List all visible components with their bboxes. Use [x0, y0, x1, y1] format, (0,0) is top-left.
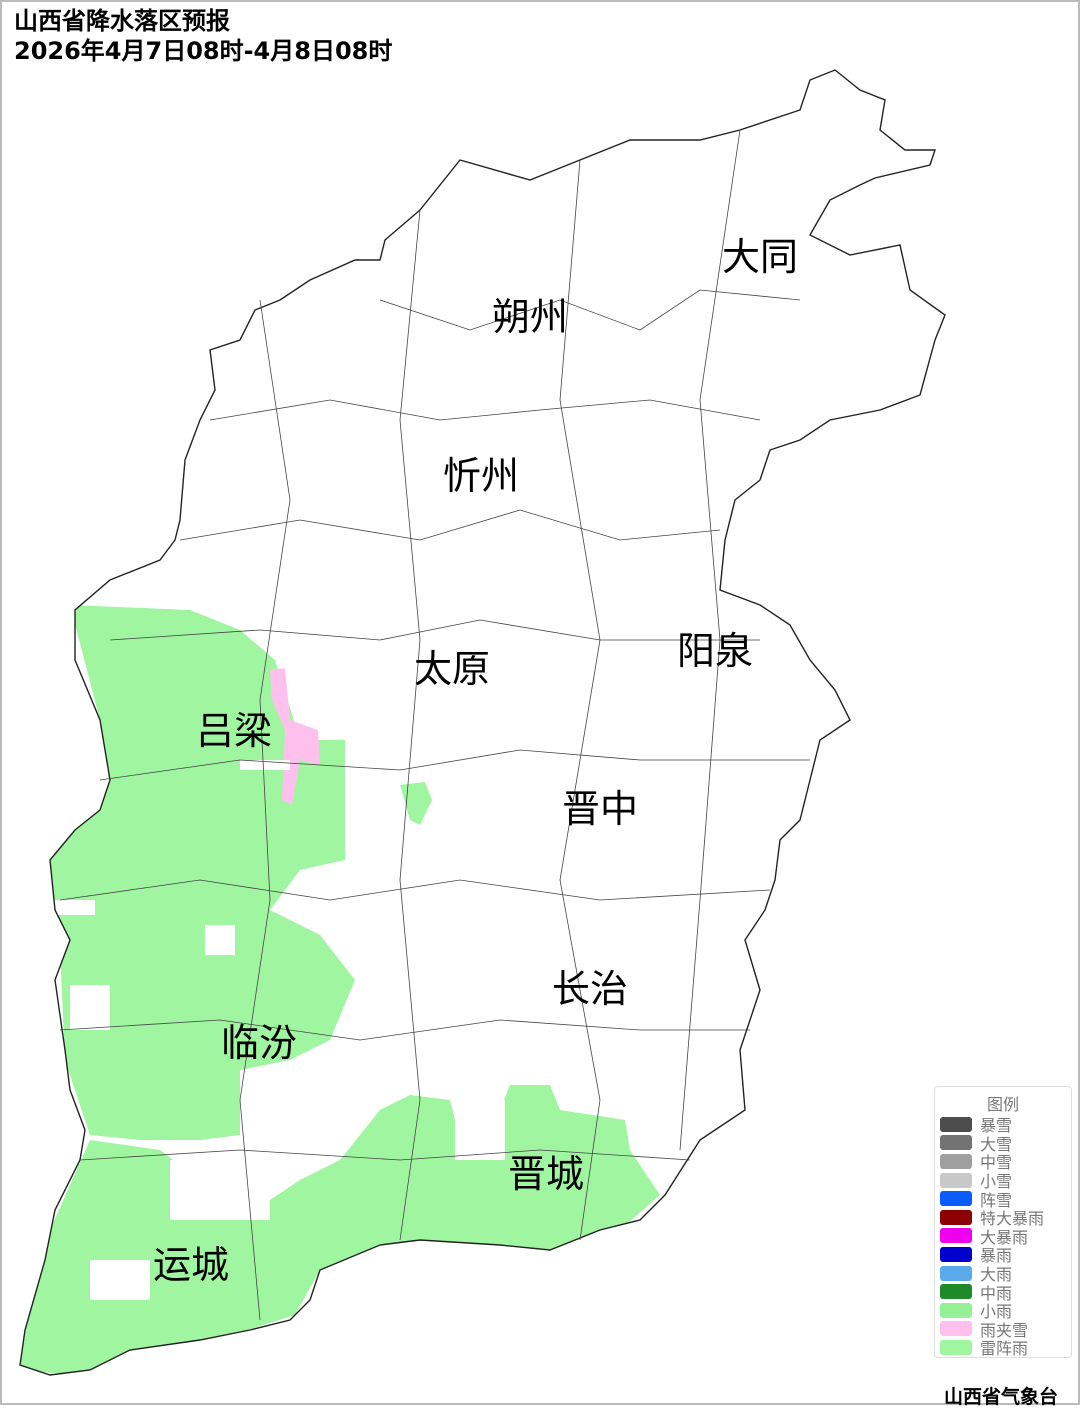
dry-gaps: [55, 760, 505, 1300]
legend-swatch: [940, 1172, 972, 1188]
map-title: 山西省降水落区预报 2026年4月7日08时-4月8日08时: [14, 6, 392, 66]
city-label-linfen: 临汾: [221, 1021, 298, 1065]
legend-item: 中雨: [940, 1282, 1071, 1303]
legend-item: 暴雪: [940, 1115, 1071, 1136]
legend-label: 中雪: [980, 1153, 1013, 1173]
city-label-datong: 大同: [722, 235, 799, 279]
legend-item: 阵雪: [940, 1189, 1071, 1210]
city-label-taiyuan: 太原: [414, 647, 491, 691]
legend-title: 图例: [986, 1095, 1019, 1114]
legend-item: 雷阵雨: [940, 1338, 1071, 1359]
legend-label: 雨夹雪: [980, 1320, 1029, 1340]
title-line-1: 山西省降水落区预报: [14, 7, 230, 35]
legend-label: 小雨: [980, 1302, 1013, 1322]
legend-item: 雨夹雪: [940, 1320, 1071, 1340]
legend-item: 中雪: [940, 1152, 1071, 1173]
legend-label: 暴雨: [980, 1246, 1013, 1266]
title-line-2: 2026年4月7日08时-4月8日08时: [14, 37, 393, 65]
legend-item: 大暴雨: [940, 1227, 1071, 1247]
legend-swatch: [940, 1191, 972, 1207]
legend-swatch: [940, 1302, 972, 1318]
legend-swatch: [940, 1116, 972, 1132]
city-label-jinzhong: 晋中: [562, 787, 639, 831]
legend-label: 特大暴雨: [980, 1209, 1045, 1229]
legend: 图例 暴雪 大雪 中雪 小雪 阵雪 特大暴雨 大暴雨 暴雨 大雨 中雨 小雨 雨夹雪 雷阵雨: [934, 1086, 1072, 1358]
city-label-jincheng: 晋城: [508, 1152, 585, 1196]
legend-item: 暴雨: [940, 1245, 1071, 1266]
legend-swatch: [940, 1321, 972, 1337]
legend-swatch: [940, 1246, 972, 1262]
legend-swatch: [940, 1209, 972, 1225]
county-boundaries: [59, 129, 810, 1321]
legend-swatch: [940, 1339, 972, 1355]
legend-swatch: [940, 1265, 972, 1281]
legend-item: 特大暴雨: [940, 1208, 1071, 1229]
city-label-changzhi: 长治: [552, 967, 629, 1011]
legend-label: 暴雪: [980, 1116, 1013, 1136]
legend-label: 雷阵雨: [980, 1339, 1029, 1359]
legend-swatch: [940, 1135, 972, 1151]
legend-label: 小雪: [980, 1172, 1013, 1192]
legend-label: 中雨: [980, 1283, 1013, 1303]
legend-label: 大暴雨: [980, 1227, 1029, 1247]
city-label-yangquan: 阳泉: [677, 629, 754, 673]
legend-label: 大雪: [980, 1134, 1013, 1154]
legend-swatch: [940, 1228, 972, 1244]
legend-label: 大雨: [980, 1265, 1013, 1285]
issuer-label: 山西省气象台: [944, 1386, 1059, 1408]
legend-item: 小雨: [940, 1301, 1071, 1322]
city-label-lvliang: 吕梁: [196, 709, 273, 753]
legend-swatch: [940, 1153, 972, 1169]
legend-item: 小雪: [940, 1171, 1071, 1192]
sleet-area: [270, 668, 320, 805]
legend-item: 大雪: [940, 1134, 1071, 1154]
city-label-yuncheng: 运城: [153, 1243, 230, 1287]
rain-area-west: [40, 605, 355, 1140]
legend-swatch: [940, 1284, 972, 1300]
legend-item: 大雨: [940, 1264, 1071, 1285]
city-label-xinzhou: 忻州: [443, 454, 520, 498]
rain-area-small: [400, 782, 432, 825]
legend-label: 阵雪: [980, 1190, 1013, 1210]
city-label-shuozhou: 朔州: [492, 295, 569, 339]
